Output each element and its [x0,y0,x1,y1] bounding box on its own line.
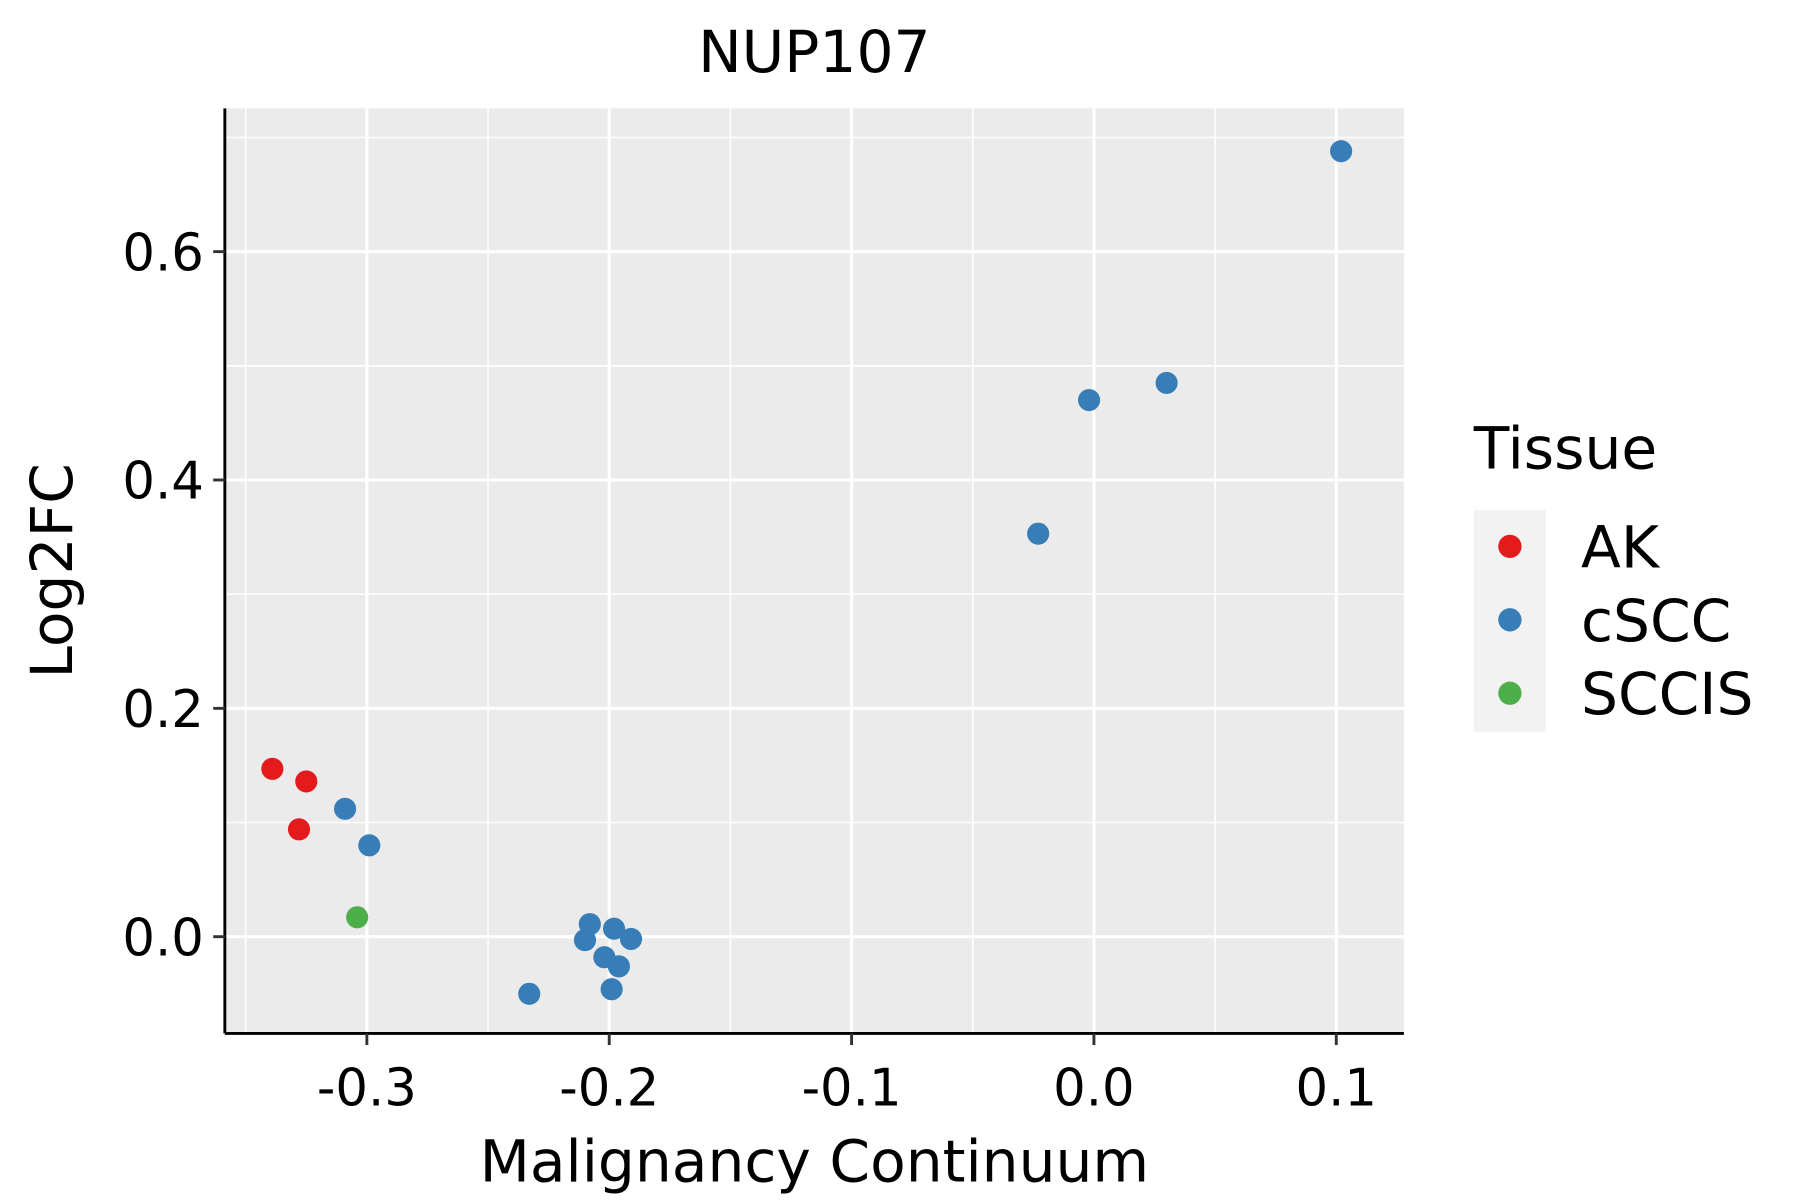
y-tick-label: 0.2 [122,680,204,740]
data-point-sccis [346,906,369,929]
points [261,140,1353,1005]
x-tick-label: -0.3 [317,1059,417,1119]
x-ticks: -0.3 -0.2 -0.1 0.0 0.1 [317,1033,1378,1119]
x-tick-label: 0.1 [1296,1059,1378,1119]
data-point-cscc [600,978,623,1001]
chart-title: NUP107 [698,18,931,86]
y-axis-label: Log2FC [18,463,86,678]
data-point-cscc [1330,140,1353,163]
y-tick-label: 0.4 [122,452,204,512]
legend-key-ak [1498,534,1522,559]
data-point-cscc [1027,522,1050,545]
data-point-ak [295,770,318,793]
legend-label: cSCC [1581,587,1731,655]
data-point-cscc [333,797,357,820]
y-ticks: 0.0 0.2 0.4 0.6 [122,223,225,968]
legend-label: AK [1581,513,1661,581]
y-tick-label: 0.0 [122,908,204,968]
x-axis-label: Malignancy Continuum [480,1127,1150,1195]
legend-title: Tissue [1473,414,1657,482]
data-point-cscc [1078,388,1101,412]
x-tick-label: -0.2 [559,1059,659,1119]
data-point-cscc [619,927,643,951]
data-point-cscc [607,955,630,978]
legend-key-cscc [1498,608,1522,632]
data-point-cscc [518,982,541,1005]
legend-key-sccis [1498,681,1522,705]
y-tick-label: 0.6 [122,223,204,283]
data-point-cscc [573,929,597,952]
legend-label: SCCIS [1581,660,1753,728]
data-point-ak [287,818,311,841]
x-tick-label: -0.1 [802,1059,902,1119]
data-point-cscc [358,834,381,857]
grid [224,108,1404,1034]
data-point-ak [261,757,284,780]
plot-panel [224,108,1404,1034]
data-point-cscc [1155,371,1178,395]
data-point-cscc [602,917,626,940]
x-tick-label: 0.0 [1053,1059,1135,1119]
